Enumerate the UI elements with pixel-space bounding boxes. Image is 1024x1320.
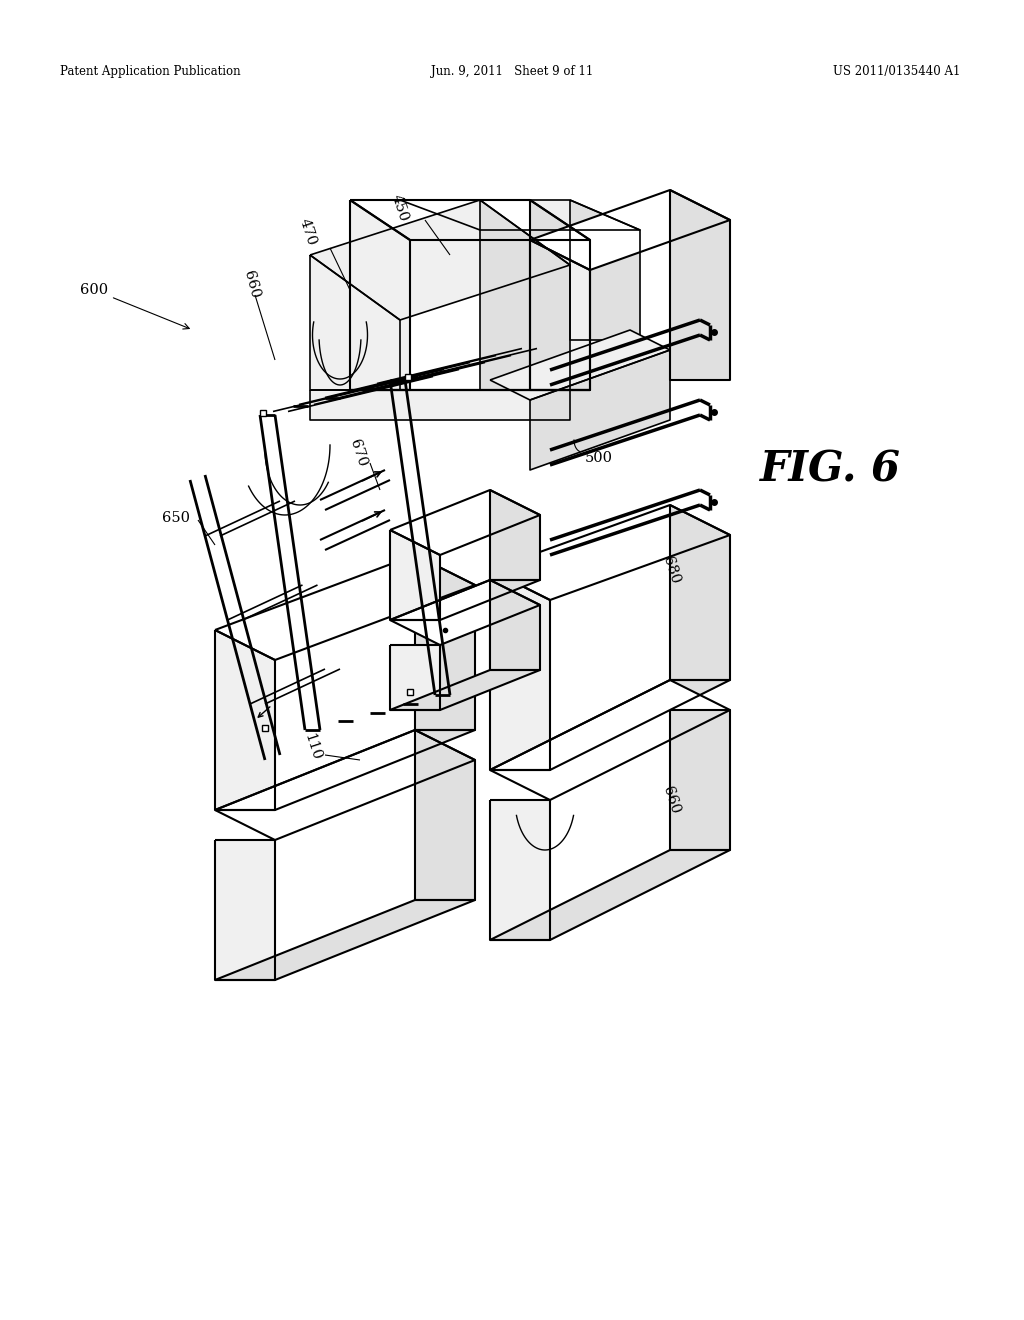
Text: 670: 670 <box>347 437 369 469</box>
Polygon shape <box>215 840 275 979</box>
Polygon shape <box>670 506 730 680</box>
Text: 470: 470 <box>297 216 318 247</box>
Polygon shape <box>490 850 730 940</box>
Polygon shape <box>350 201 410 389</box>
Polygon shape <box>490 330 670 400</box>
Polygon shape <box>310 255 400 389</box>
Polygon shape <box>390 531 440 620</box>
Polygon shape <box>390 579 540 620</box>
Text: 660: 660 <box>660 784 682 816</box>
Polygon shape <box>415 554 475 730</box>
Polygon shape <box>490 579 540 671</box>
Polygon shape <box>390 645 440 710</box>
Polygon shape <box>670 710 730 850</box>
Polygon shape <box>570 201 640 341</box>
Polygon shape <box>390 490 540 554</box>
Polygon shape <box>310 389 570 420</box>
Polygon shape <box>390 579 540 645</box>
Polygon shape <box>215 900 475 979</box>
Text: 650: 650 <box>162 511 190 525</box>
Polygon shape <box>215 730 475 840</box>
Polygon shape <box>480 201 570 389</box>
Text: 110: 110 <box>301 731 323 762</box>
Text: 500: 500 <box>585 451 613 465</box>
Polygon shape <box>490 680 730 770</box>
Polygon shape <box>490 490 540 579</box>
Polygon shape <box>215 630 275 810</box>
Text: 660: 660 <box>242 269 262 301</box>
Polygon shape <box>530 350 670 470</box>
Text: Jun. 9, 2011   Sheet 9 of 11: Jun. 9, 2011 Sheet 9 of 11 <box>431 66 593 78</box>
Text: 680: 680 <box>660 554 682 586</box>
Polygon shape <box>415 730 475 900</box>
Polygon shape <box>490 680 730 800</box>
Polygon shape <box>530 240 590 389</box>
Text: 450: 450 <box>389 193 411 223</box>
Text: FIG. 6: FIG. 6 <box>760 449 901 491</box>
Polygon shape <box>530 201 590 389</box>
Polygon shape <box>490 800 550 940</box>
Polygon shape <box>350 201 590 240</box>
Polygon shape <box>400 201 640 230</box>
Text: Patent Application Publication: Patent Application Publication <box>60 66 241 78</box>
Text: 600: 600 <box>80 282 189 329</box>
Polygon shape <box>390 671 540 710</box>
Polygon shape <box>530 190 730 271</box>
Text: US 2011/0135440 A1: US 2011/0135440 A1 <box>833 66 961 78</box>
Polygon shape <box>670 190 730 380</box>
Polygon shape <box>215 554 475 660</box>
Polygon shape <box>490 570 550 770</box>
Polygon shape <box>215 730 475 810</box>
Polygon shape <box>310 201 570 319</box>
Polygon shape <box>490 506 730 601</box>
